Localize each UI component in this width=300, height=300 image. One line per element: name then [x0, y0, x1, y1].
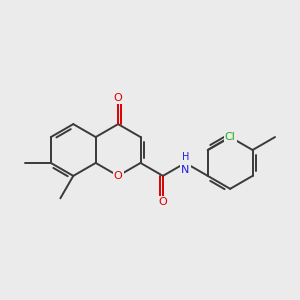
Text: Cl: Cl [225, 132, 236, 142]
Text: H
N: H N [181, 152, 190, 174]
Text: N: N [181, 165, 190, 175]
Text: O: O [159, 197, 167, 207]
Text: H: H [182, 152, 189, 162]
Text: O: O [114, 171, 122, 181]
Text: O: O [114, 93, 122, 103]
